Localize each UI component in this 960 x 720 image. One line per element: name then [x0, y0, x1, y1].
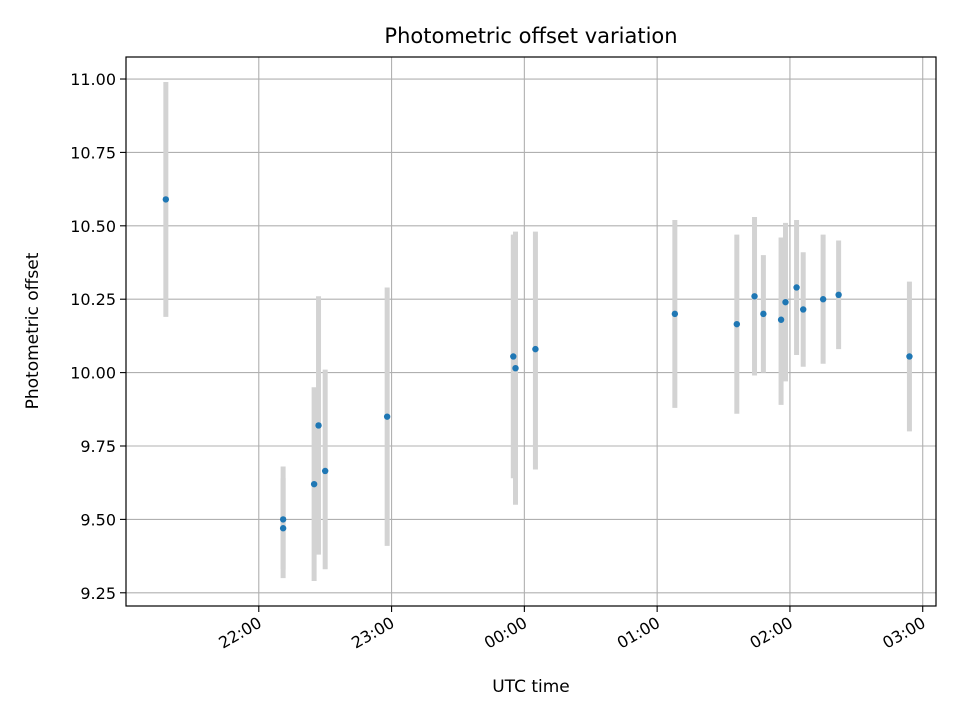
data-point	[512, 364, 519, 372]
data-point	[315, 422, 322, 429]
data-point	[162, 196, 170, 203]
data-point	[321, 467, 329, 475]
data-point	[760, 310, 767, 318]
data-point	[906, 353, 913, 360]
data-point	[310, 480, 318, 488]
data-point	[671, 310, 679, 318]
y-tick-label: 9.25	[80, 584, 116, 603]
y-tick-label: 9.50	[80, 510, 116, 529]
data-point	[279, 525, 287, 532]
data-point	[782, 298, 789, 306]
y-axis-ticks: 9.25 9.50 9.75 10.00 10.25 10.50 10.75 11.00	[70, 70, 126, 603]
data-point	[835, 291, 842, 299]
data-point	[793, 284, 800, 291]
chart-title: Photometric offset variation	[384, 24, 677, 48]
y-axis-title: Photometric offset	[23, 252, 43, 409]
y-tick-label: 9.75	[80, 437, 116, 456]
grid-lines	[126, 57, 936, 606]
x-axis-title: UTC time	[492, 677, 570, 697]
plot-area-frame	[125, 56, 937, 607]
y-tick-label: 10.25	[70, 290, 116, 309]
data-point	[383, 413, 391, 420]
data-point	[819, 296, 827, 303]
data-point	[733, 320, 741, 328]
y-tick-label: 11.00	[70, 70, 116, 89]
y-tick-label: 10.75	[70, 143, 116, 162]
data-point	[510, 353, 517, 360]
data-points	[162, 196, 913, 532]
data-point	[777, 316, 785, 323]
data-point	[800, 306, 807, 313]
data-point	[279, 516, 287, 523]
y-tick-label: 10.50	[70, 217, 116, 236]
data-point	[532, 345, 539, 353]
y-tick-label: 10.00	[70, 364, 116, 383]
data-point	[751, 293, 758, 300]
